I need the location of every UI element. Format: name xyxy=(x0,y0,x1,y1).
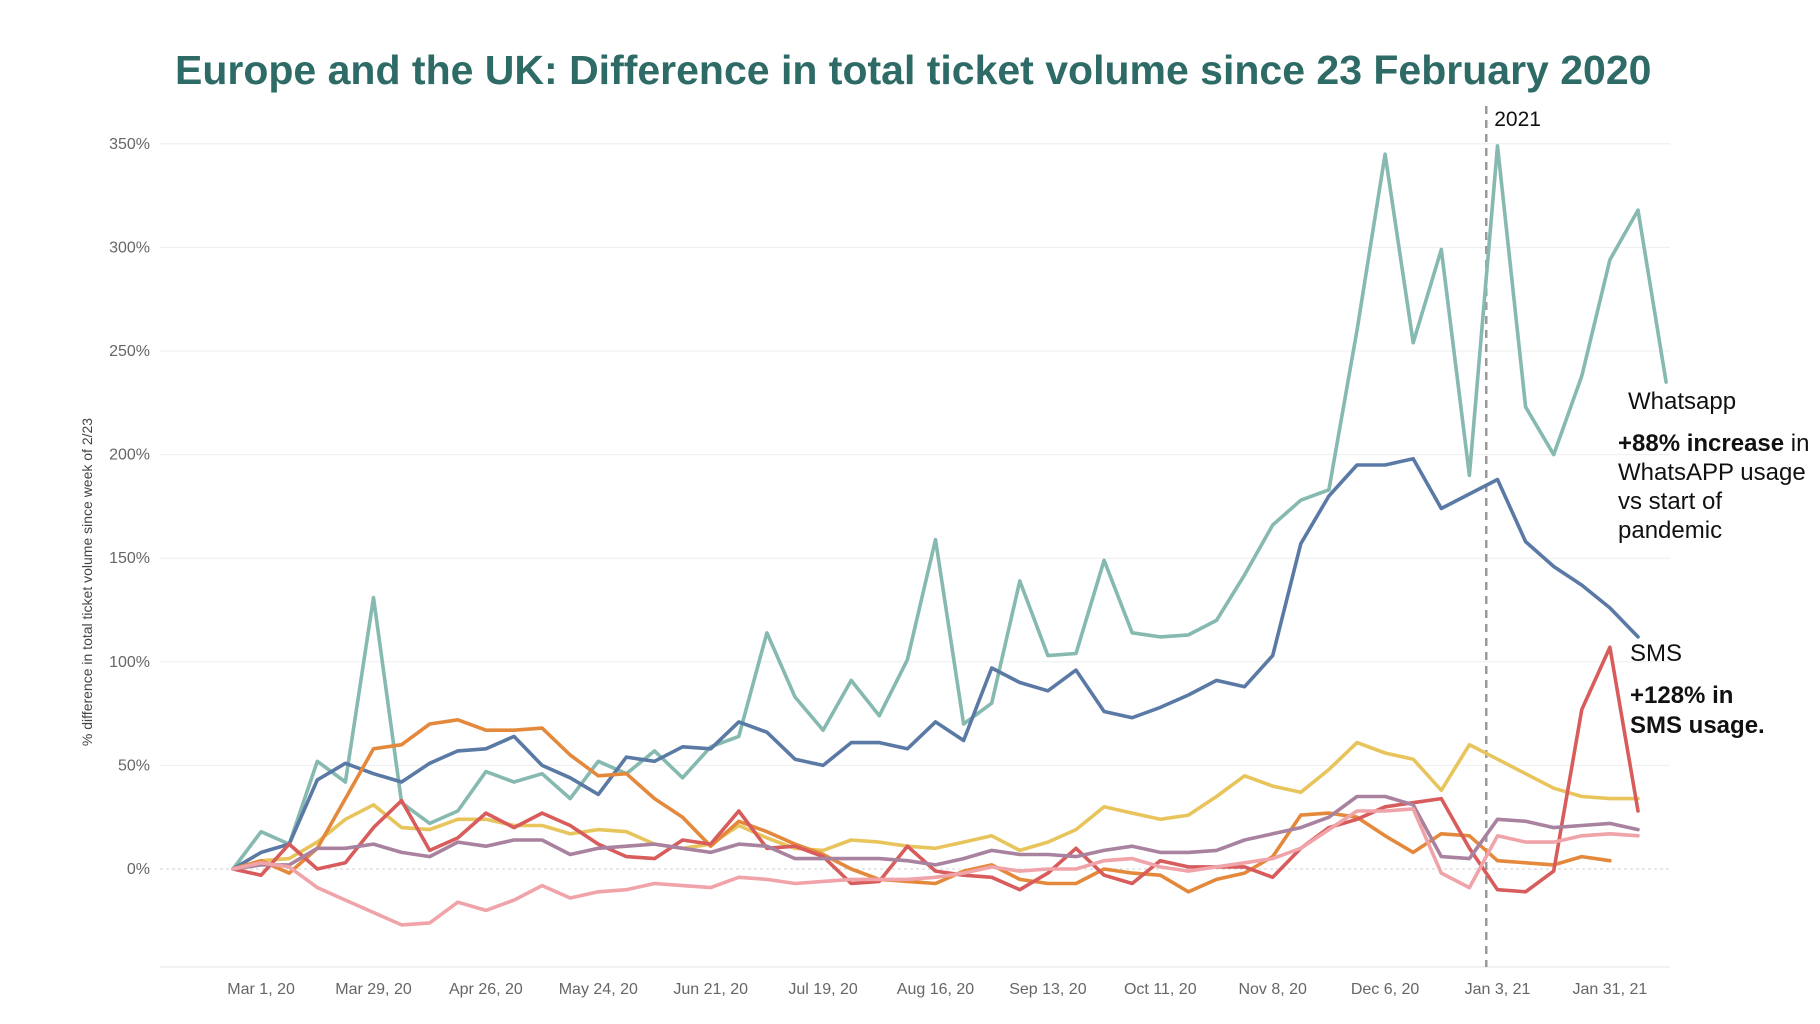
series-line-4 xyxy=(231,645,1640,894)
x-tick-label: Nov 8, 20 xyxy=(1238,981,1307,998)
y-tick-label: 100% xyxy=(109,654,150,671)
y-tick-label: 250% xyxy=(109,343,150,360)
y-tick-label: 200% xyxy=(109,447,150,464)
x-axis-ticks: Mar 1, 20 Mar 29, 20 Apr 26, 20 May 24, 20 J… xyxy=(227,981,1647,998)
series-lines xyxy=(231,144,1668,927)
x-tick-label: Sep 13, 20 xyxy=(1009,981,1087,998)
series-line-0 xyxy=(231,144,1668,871)
series-line-3 xyxy=(231,717,1612,894)
x-tick-label: Mar 1, 20 xyxy=(227,981,295,998)
sms-annotation: +128% in SMS usage. xyxy=(1630,682,1765,739)
whatsapp-label: Whatsapp xyxy=(1628,388,1736,415)
y-axis-label: % difference in total ticket volume sinc… xyxy=(79,418,95,746)
series-line-5 xyxy=(231,794,1640,871)
x-tick-label: Aug 16, 20 xyxy=(897,981,975,998)
x-tick-label: May 24, 20 xyxy=(559,981,638,998)
y-tick-label: 0% xyxy=(127,861,150,878)
x-tick-label: Jul 19, 20 xyxy=(788,981,857,998)
series-line-6 xyxy=(231,807,1640,927)
x-tick-label: Dec 6, 20 xyxy=(1351,981,1420,998)
year-marker-label: 2021 xyxy=(1494,108,1541,131)
x-tick-label: Oct 11, 20 xyxy=(1124,981,1197,998)
x-tick-label: Jan 31, 21 xyxy=(1573,981,1648,998)
x-tick-label: Jun 21, 20 xyxy=(673,981,748,998)
y-tick-label: 150% xyxy=(109,550,150,567)
series-line-2 xyxy=(231,740,1640,871)
y-tick-label: 300% xyxy=(109,239,150,256)
x-tick-label: Apr 26, 20 xyxy=(449,981,523,998)
year-marker: 2021 xyxy=(1485,106,1541,967)
x-tick-label: Mar 29, 20 xyxy=(335,981,412,998)
x-tick-label: Jan 3, 21 xyxy=(1465,981,1531,998)
chart-title: Europe and the UK: Difference in total t… xyxy=(175,47,1651,93)
series-line-1 xyxy=(231,456,1640,871)
grid xyxy=(160,143,1670,968)
y-tick-label: 50% xyxy=(118,757,150,774)
sms-label: SMS xyxy=(1630,640,1682,667)
whatsapp-annotation: +88% increase in WhatsAPP usage vs start… xyxy=(1618,430,1816,544)
y-tick-label: 350% xyxy=(109,136,150,153)
y-axis-ticks: 0% 50% 100% 150% 200% 250% 300% 350% xyxy=(109,136,150,878)
